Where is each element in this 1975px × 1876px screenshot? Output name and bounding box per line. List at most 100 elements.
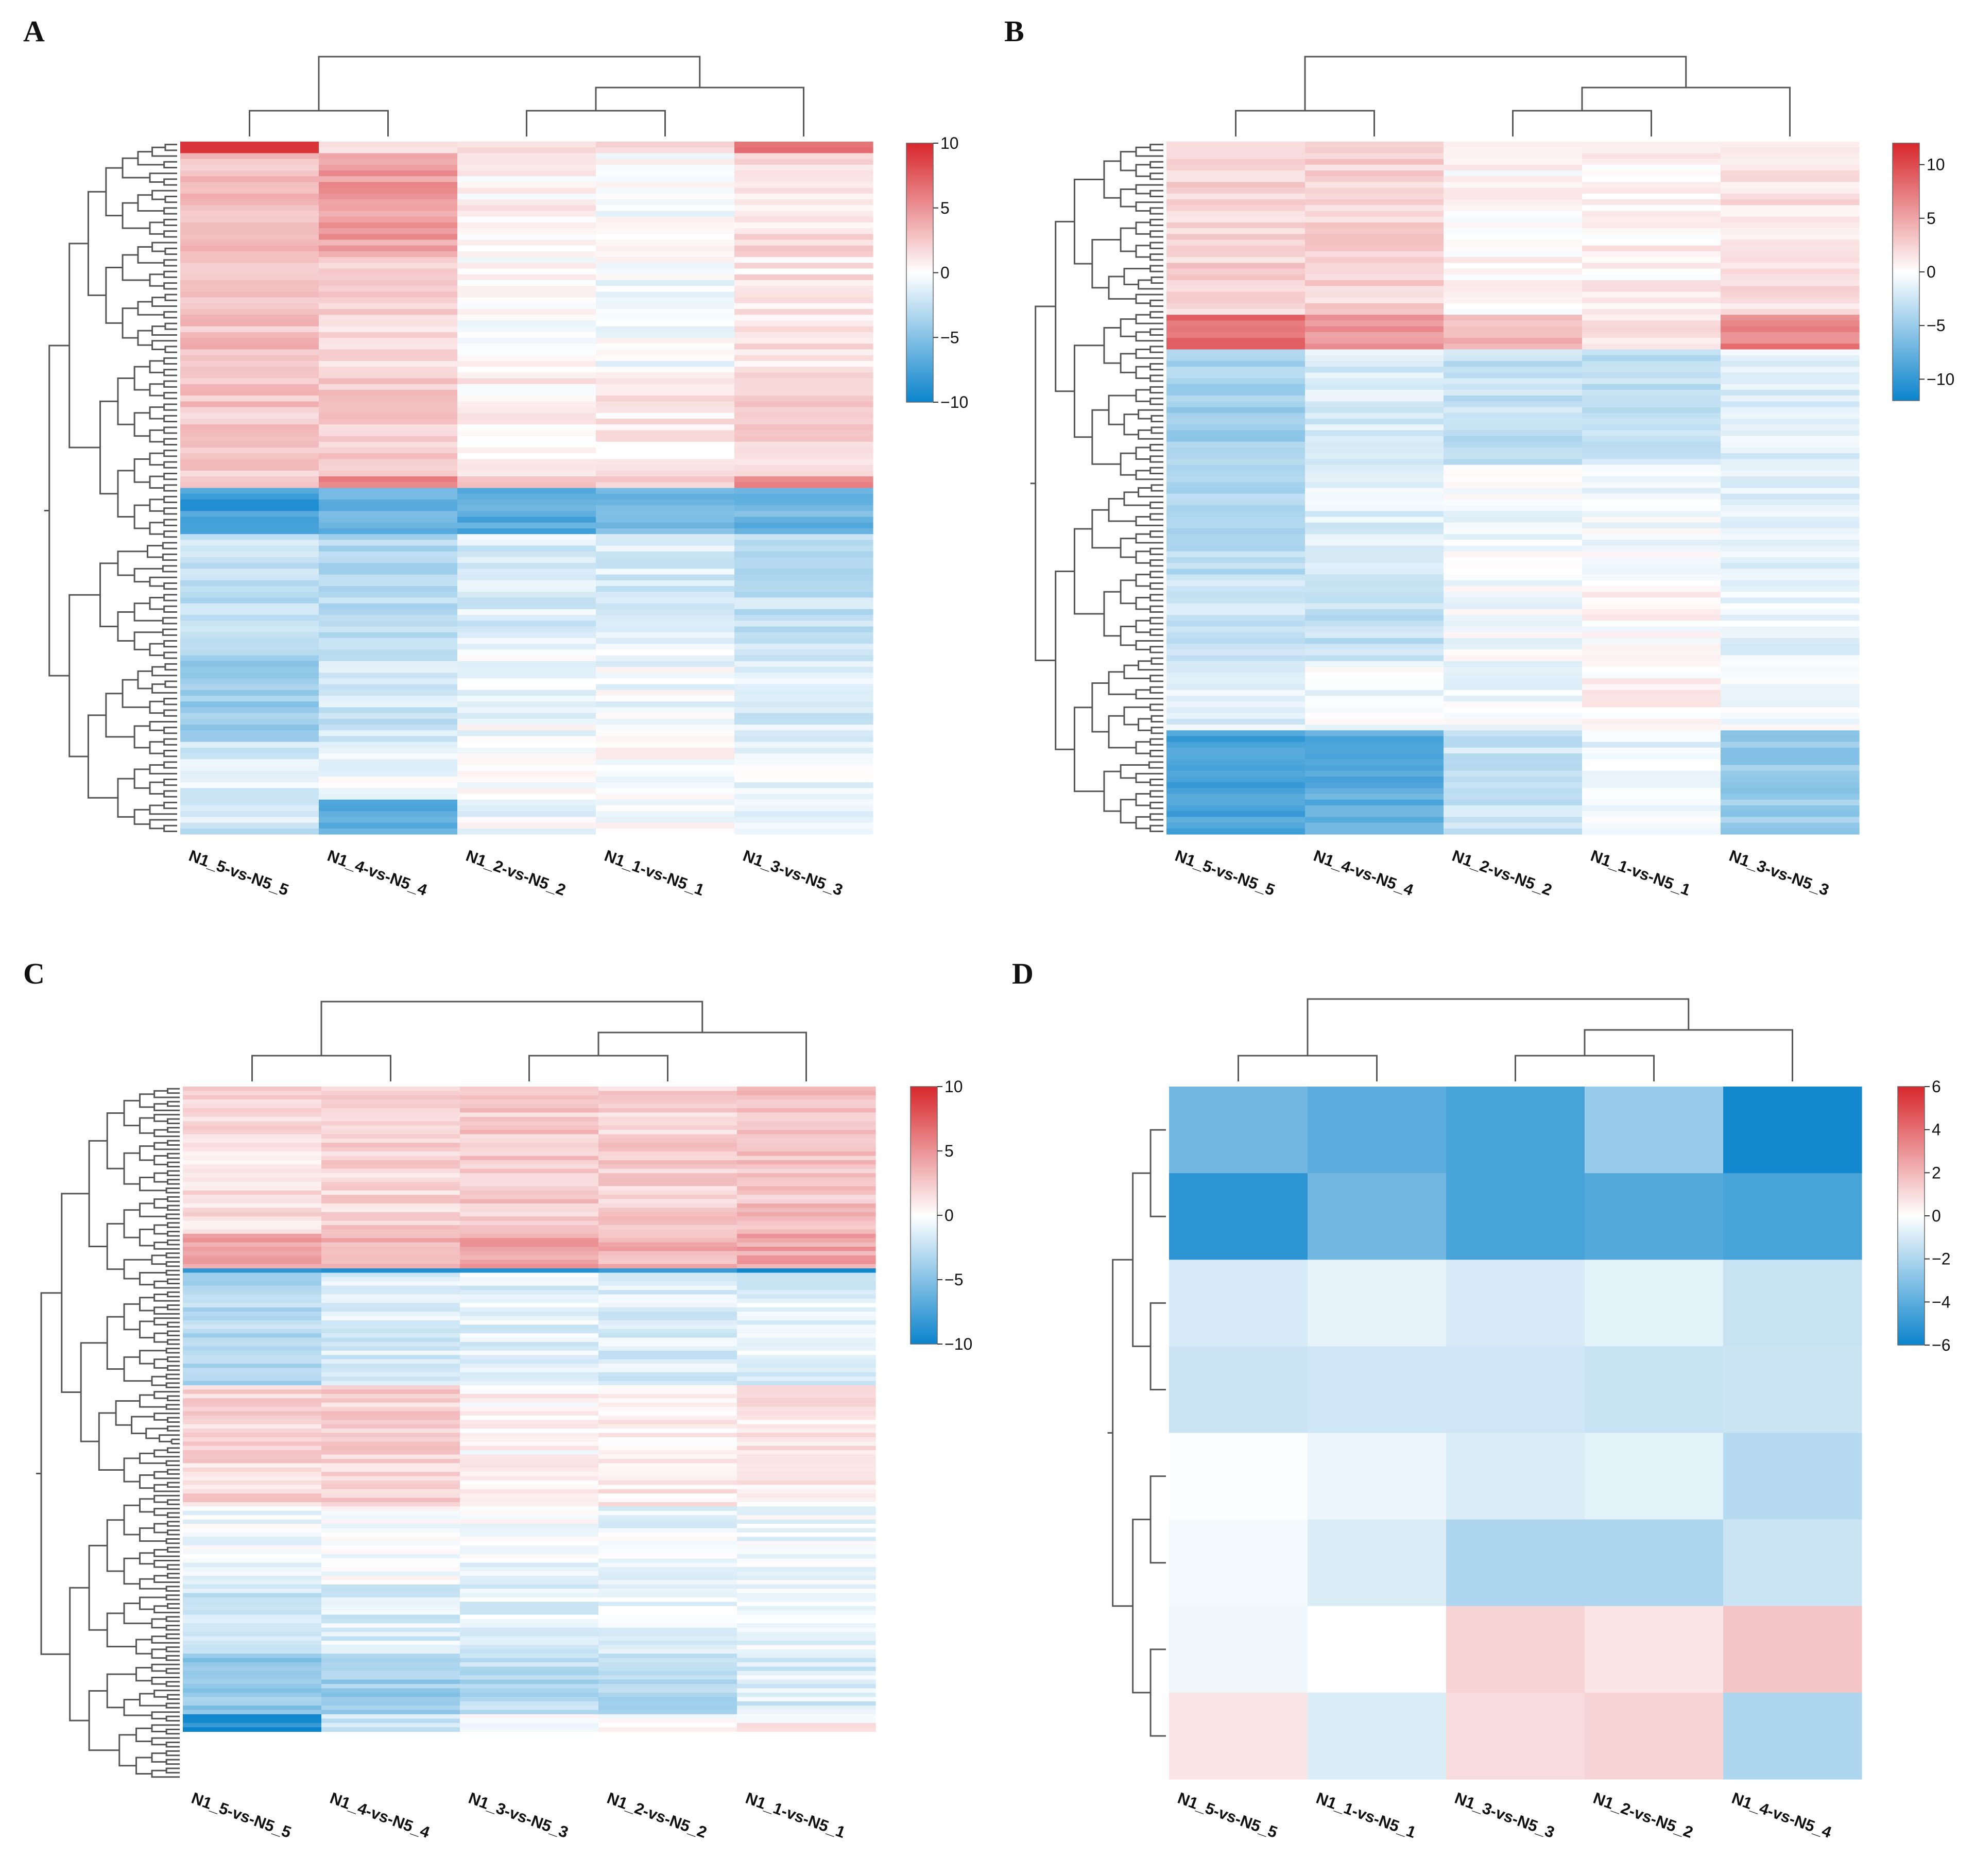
heatmap-cell <box>1721 805 1860 812</box>
dendrogram-branch <box>1120 227 1137 252</box>
dendrogram-branch <box>105 693 135 738</box>
heatmap-cell <box>460 1510 599 1516</box>
heatmap-cell <box>1166 280 1306 286</box>
heatmap-cell <box>460 1415 599 1420</box>
dendrogram-branch <box>87 714 118 799</box>
heatmap-cell <box>180 286 319 292</box>
heatmap-cell <box>1582 372 1721 379</box>
heatmap-cell <box>737 1445 876 1451</box>
column-label: N1_2-vs-N5_2 <box>463 847 568 899</box>
heatmap-cell <box>460 1445 599 1451</box>
heatmap-cell <box>734 528 873 535</box>
heatmap-cell <box>319 263 458 269</box>
heatmap-cell <box>183 1242 322 1247</box>
heatmap-cell <box>1444 182 1583 188</box>
heatmap-cell <box>598 1424 737 1429</box>
heatmap-cell <box>460 1692 599 1697</box>
heatmap-cell <box>319 684 458 691</box>
heatmap-cell <box>737 1714 876 1719</box>
heatmap-cell <box>180 690 319 696</box>
heatmap-cell <box>737 1493 876 1499</box>
heatmap-cell <box>180 384 319 390</box>
heatmap-cell <box>321 1515 460 1520</box>
heatmap-cell <box>180 367 319 373</box>
heatmap-cell <box>598 1675 737 1680</box>
heatmap-cell <box>457 297 596 304</box>
heatmap-cell <box>457 355 596 362</box>
dendrogram-branch <box>1108 498 1137 522</box>
heatmap-cell <box>596 753 735 760</box>
dendrogram-branch <box>149 643 164 657</box>
dendrogram-branch <box>163 161 177 168</box>
heatmap-cell <box>1582 730 1721 737</box>
heatmap-cell <box>1582 511 1721 518</box>
heatmap-cell <box>737 1164 876 1169</box>
heatmap-cell <box>1721 320 1860 327</box>
heatmap-cell <box>598 1575 737 1580</box>
heatmap-cells <box>183 1087 876 1732</box>
dendrogram-branch <box>106 1673 136 1709</box>
heatmap-cell <box>734 280 873 286</box>
heatmap-cell <box>737 1333 876 1338</box>
heatmap-cell <box>1308 1692 1447 1780</box>
heatmap-cell <box>1166 586 1306 592</box>
heatmap-cell <box>321 1458 460 1464</box>
heatmap-cell <box>319 765 458 771</box>
heatmap-cell <box>598 1087 737 1092</box>
heatmap-cell <box>457 384 596 390</box>
heatmap-cell <box>180 615 319 621</box>
heatmap-cell <box>734 690 873 696</box>
heatmap-cell <box>321 1294 460 1299</box>
heatmap-cell <box>1444 176 1583 183</box>
heatmap-cell <box>1582 355 1721 362</box>
heatmap-cell <box>1166 257 1306 263</box>
dendrogram-branch <box>123 1457 140 1483</box>
heatmap-cell <box>734 747 873 754</box>
heatmap-cell <box>1444 482 1583 489</box>
heatmap-cell <box>321 1130 460 1135</box>
heatmap-cell <box>596 511 735 518</box>
heatmap-cell <box>598 1212 737 1217</box>
heatmap-cell <box>321 1307 460 1312</box>
heatmap-cell <box>1305 522 1444 529</box>
heatmap-cell <box>1169 1173 1308 1260</box>
heatmap-cell <box>457 505 596 511</box>
heatmap-cell <box>737 1138 876 1143</box>
heatmap-cell <box>457 274 596 281</box>
heatmap-cell <box>737 1697 876 1702</box>
dendrogram-branch <box>165 1252 180 1259</box>
heatmap-cell <box>596 493 735 500</box>
heatmap-cell <box>321 1324 460 1330</box>
heatmap-cell <box>737 1147 876 1152</box>
heatmap-cell <box>1444 725 1583 731</box>
dendrogram-branch <box>165 1668 180 1674</box>
heatmap-cell <box>737 1316 876 1321</box>
heatmap-cell <box>183 1589 322 1594</box>
heatmap-cell <box>457 419 596 425</box>
heatmap-cell <box>180 557 319 563</box>
heatmap-cell <box>1166 464 1306 471</box>
heatmap-cell <box>1166 332 1306 338</box>
heatmap-cell <box>1721 517 1860 523</box>
dendrogram-branch <box>137 670 152 690</box>
heatmap-cell <box>598 1450 737 1455</box>
heatmap-cell <box>321 1437 460 1442</box>
heatmap-cell <box>1721 355 1860 362</box>
heatmap-cell <box>734 211 873 217</box>
dendrogram-branch <box>166 1356 180 1363</box>
heatmap-cell <box>734 187 873 194</box>
heatmap-cell <box>319 343 458 350</box>
heatmap-cell <box>737 1485 876 1490</box>
heatmap-cell <box>321 1316 460 1321</box>
heatmap-cell <box>1444 707 1583 714</box>
heatmap-cell <box>1721 222 1860 229</box>
heatmap-cell <box>1305 338 1444 344</box>
heatmap-cell <box>319 811 458 817</box>
color-bar-tick-label: −10 <box>944 1335 972 1353</box>
heatmap-cell <box>1305 569 1444 575</box>
heatmap-cell <box>596 389 735 396</box>
dendrogram-branch <box>149 475 164 489</box>
heatmap-cell <box>180 355 319 362</box>
